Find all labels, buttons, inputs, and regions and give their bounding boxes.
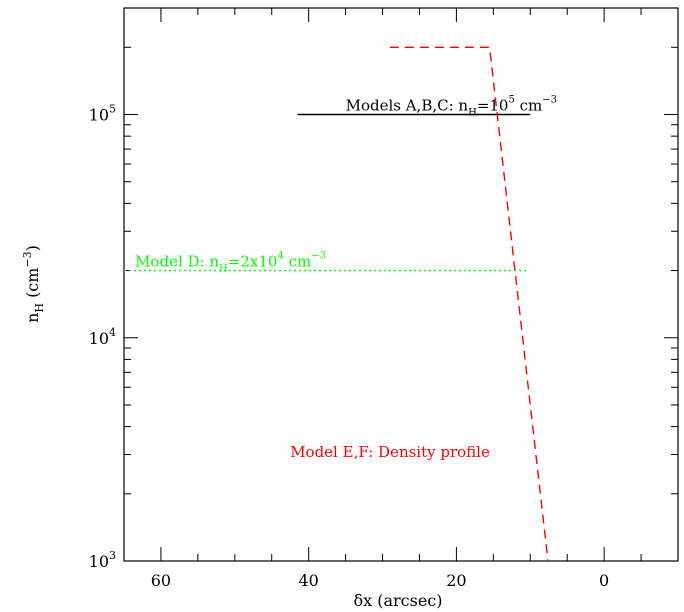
y-tick-labels: 103 104 105	[89, 103, 116, 571]
axis-ticks	[123, 7, 679, 562]
x-tick-label: 20	[446, 571, 466, 590]
data-series	[124, 46, 549, 562]
annotation-1: Models A,B,C: nH=105 cm−3	[346, 95, 557, 119]
y-axis-label: nH (cm−3)	[21, 245, 46, 323]
y-tick-label: 103	[89, 549, 116, 571]
x-tick-label: 40	[298, 571, 318, 590]
plot-frame	[123, 7, 679, 562]
y-tick-label: 104	[89, 326, 116, 348]
x-tick-label: 0	[599, 571, 609, 590]
annotation-3: Model E,F: Density profile	[290, 443, 490, 461]
x-axis-label: δx (arcsec)	[353, 591, 442, 610]
x-tick-labels: 60 40 20 0	[151, 571, 609, 590]
annotation-2: Model D: nH=2x104 cm−3	[135, 251, 326, 275]
y-tick-label: 105	[89, 103, 116, 125]
annotations: Models A,B,C: nH=105 cm−3 Model D: nH=2x1…	[135, 95, 557, 462]
series-line-3	[389, 46, 549, 562]
x-tick-label: 60	[151, 571, 171, 590]
